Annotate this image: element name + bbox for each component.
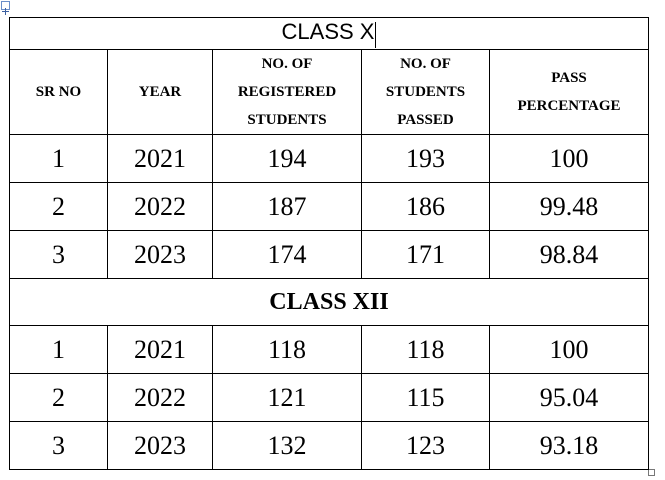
data-row: 3 2023 174 171 98.84 [9, 230, 649, 279]
data-row: 1 2021 118 118 100 [9, 325, 649, 374]
header-text: PASS [551, 70, 587, 86]
data-cell: 123 [361, 421, 490, 470]
data-cell: 118 [361, 325, 490, 374]
data-cell: 132 [212, 421, 362, 470]
header-text: SR NO [35, 84, 82, 100]
data-cell: 100 [489, 134, 649, 183]
table-move-handle[interactable] [1, 1, 10, 15]
data-cell: 174 [212, 230, 362, 279]
section-title-cell: CLASS XII [9, 278, 649, 326]
header-row: SR NO YEAR NO. OF REGISTERED STUDENTS NO. OF S… [9, 49, 649, 135]
data-cell: 2021 [107, 325, 213, 374]
data-cell: 99.48 [489, 182, 649, 231]
results-table: CLASS X SR NO YEAR NO. OF REGISTERED STUDENTS… [9, 17, 649, 470]
data-cell: 2023 [107, 230, 213, 279]
data-row: 3 2023 132 123 93.18 [9, 421, 649, 470]
data-cell: 3 [9, 230, 108, 279]
header-cell: SR NO [9, 49, 108, 135]
header-cell: YEAR [107, 49, 213, 135]
data-cell: 93.18 [489, 421, 649, 470]
data-cell: 171 [361, 230, 490, 279]
text-cursor [375, 22, 377, 49]
data-cell: 2022 [107, 373, 213, 422]
header-text: REGISTERED [237, 84, 337, 100]
section-title-row: CLASS XII [9, 278, 649, 326]
data-cell: 3 [9, 421, 108, 470]
data-cell: 194 [212, 134, 362, 183]
data-row: 2 2022 121 115 95.04 [9, 373, 649, 422]
data-cell: 121 [212, 373, 362, 422]
table-resize-handle[interactable] [648, 469, 655, 476]
data-cell: 193 [361, 134, 490, 183]
section-title: CLASS X [281, 18, 375, 44]
header-text: PASSED [397, 112, 454, 128]
header-text: NO. OF [400, 56, 451, 72]
data-cell: 100 [489, 325, 649, 374]
header-text: YEAR [138, 84, 182, 100]
data-row: 1 2021 194 193 100 [9, 134, 649, 183]
data-cell: 115 [361, 373, 490, 422]
header-cell: NO. OF REGISTERED STUDENTS [212, 49, 362, 135]
data-cell: 1 [9, 134, 108, 183]
data-cell: 187 [212, 182, 362, 231]
header-cell: NO. OF STUDENTS PASSED [361, 49, 490, 135]
data-cell: 2 [9, 373, 108, 422]
section-title: CLASS XII [269, 288, 389, 315]
data-cell: 186 [361, 182, 490, 231]
header-text: PERCENTAGE [517, 98, 621, 114]
data-cell: 2 [9, 182, 108, 231]
header-cell: PASS PERCENTAGE [489, 49, 649, 135]
header-text: NO. OF [261, 56, 313, 72]
data-cell: 118 [212, 325, 362, 374]
data-cell: 98.84 [489, 230, 649, 279]
section-title-row: CLASS X [9, 17, 649, 50]
section-title-cell: CLASS X [9, 17, 649, 50]
data-row: 2 2022 187 186 99.48 [9, 182, 649, 231]
data-cell: 2022 [107, 182, 213, 231]
data-cell: 1 [9, 325, 108, 374]
data-cell: 2023 [107, 421, 213, 470]
data-cell: 2021 [107, 134, 213, 183]
data-cell: 95.04 [489, 373, 649, 422]
move-icon [2, 8, 9, 15]
header-text: STUDENTS [385, 84, 466, 100]
header-text: STUDENTS [247, 112, 327, 128]
